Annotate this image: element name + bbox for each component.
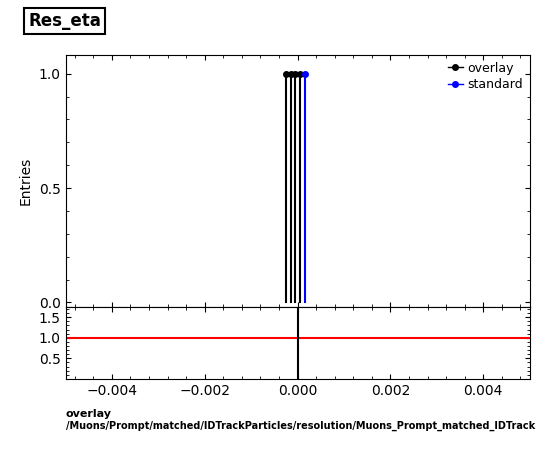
Legend: overlay, standard: overlay, standard: [448, 62, 524, 91]
Y-axis label: Entries: Entries: [19, 157, 33, 205]
Text: overlay: overlay: [66, 409, 111, 419]
Text: /Muons/Prompt/matched/IDTrackParticles/resolution/Muons_Prompt_matched_IDTrack: /Muons/Prompt/matched/IDTrackParticles/r…: [66, 420, 535, 431]
Text: Res_eta: Res_eta: [28, 12, 101, 30]
